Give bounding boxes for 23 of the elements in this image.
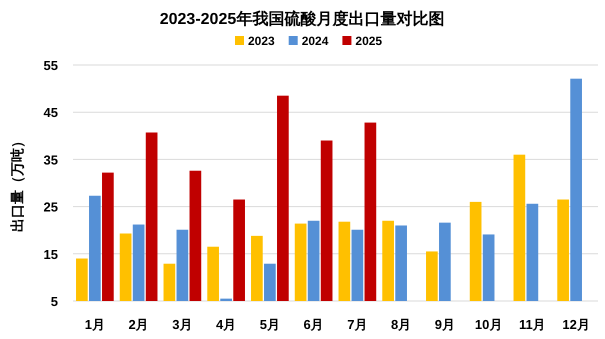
x-tick-label: 3月 <box>172 317 192 332</box>
x-tick-label: 6月 <box>304 317 324 332</box>
x-tick-label: 7月 <box>347 317 368 332</box>
y-tick-label: 45 <box>44 105 58 120</box>
x-tick-label: 12月 <box>562 317 590 332</box>
y-tick-label: 15 <box>44 246 58 262</box>
legend-label: 2025 <box>355 34 382 48</box>
y-tick-label: 25 <box>44 200 58 215</box>
x-tick-label: 10月 <box>474 317 502 332</box>
x-tick-label: 11月 <box>519 317 546 332</box>
x-tick-label: 2月 <box>128 317 149 332</box>
x-tick-label: 4月 <box>216 317 236 332</box>
y-tick-label: 55 <box>44 58 58 73</box>
y-tick-label: 5 <box>50 294 58 309</box>
legend-label: 2024 <box>302 34 329 48</box>
x-tick-label: 1月 <box>84 317 105 332</box>
chart-title: 2023-2025年我国硫酸月度出口量对比图 <box>160 9 444 28</box>
legend-label: 2023 <box>248 34 276 48</box>
x-tick-label: 5月 <box>260 317 280 332</box>
x-tick-label: 9月 <box>434 317 455 332</box>
y-tick-label: 35 <box>44 152 58 168</box>
y-axis-title: 出口量（万吨） <box>9 134 25 232</box>
x-tick-label: 8月 <box>391 317 412 332</box>
